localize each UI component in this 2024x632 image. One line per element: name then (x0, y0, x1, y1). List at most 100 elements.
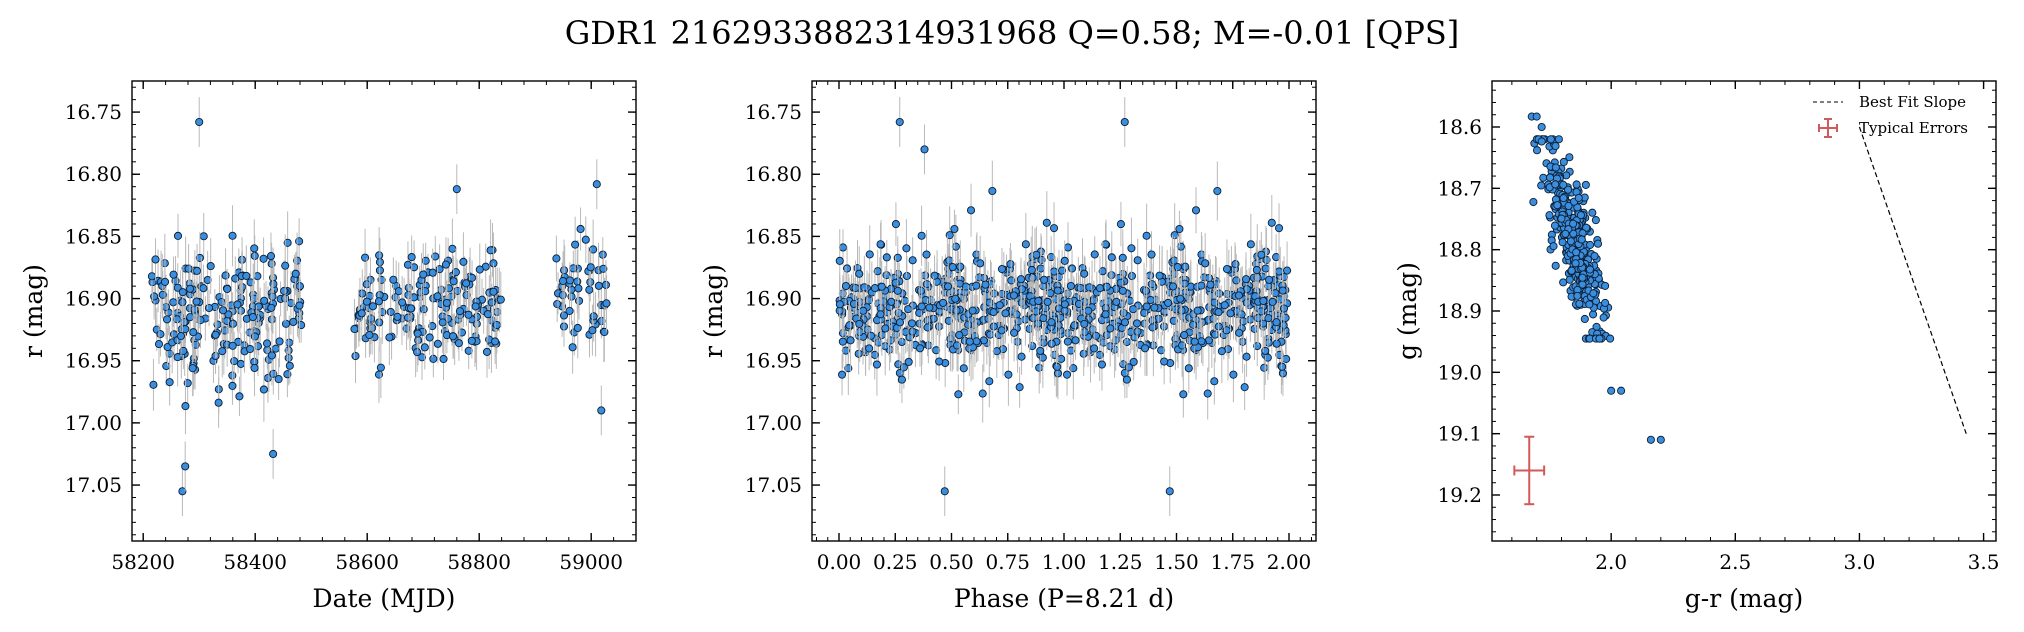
phased-point (1022, 316, 1029, 323)
lightcurve-point (270, 450, 277, 457)
phased-point (1190, 321, 1197, 328)
lightcurve-point (163, 316, 170, 323)
cmd-point (1589, 209, 1596, 216)
lightcurve-ytick-label: 17.00 (65, 411, 122, 435)
phased-point (956, 331, 963, 338)
phased-point (905, 358, 912, 365)
phased-point (1171, 257, 1178, 264)
phased-point (922, 272, 929, 279)
phased-point (894, 287, 901, 294)
phased-point (1268, 219, 1275, 226)
lightcurve-point (251, 364, 258, 371)
lightcurve-point (161, 278, 168, 285)
lightcurve-point (497, 296, 504, 303)
lightcurve-point (577, 225, 584, 232)
phased-point (990, 309, 997, 316)
lightcurve-point (488, 299, 495, 306)
phased-point (1266, 276, 1273, 283)
phased-point (896, 118, 903, 125)
cmd-point (1581, 315, 1588, 322)
lightcurve-point (603, 300, 610, 307)
lightcurve-point (434, 340, 441, 347)
phased-point (1119, 287, 1126, 294)
phased-point (1149, 324, 1156, 331)
cmd-point (1546, 212, 1553, 219)
phased-point (1067, 282, 1074, 289)
phased-point (1262, 265, 1269, 272)
lightcurve-point (177, 332, 184, 339)
phased-point (1107, 325, 1114, 332)
lightcurve-point (296, 302, 303, 309)
phased-point (1061, 257, 1068, 264)
lightcurve-point (421, 344, 428, 351)
lightcurve-point (472, 303, 479, 310)
phased-point (1063, 371, 1070, 378)
lightcurve-point (292, 270, 299, 277)
phased-point (1218, 348, 1225, 355)
phased-point (1192, 207, 1199, 214)
lightcurve-point (157, 331, 164, 338)
phased-point (941, 488, 948, 495)
phased-ylabel: r (mag) (699, 264, 728, 358)
lightcurve-point (260, 255, 267, 262)
phased-point (836, 301, 843, 308)
phased-xtick-label: 0.75 (985, 550, 1030, 574)
cmd-xtick-label: 2.0 (1595, 550, 1627, 574)
lightcurve-point (290, 318, 297, 325)
phased-point (1048, 319, 1055, 326)
phased-point (877, 241, 884, 248)
phased-point (1280, 305, 1287, 312)
cmd-point (1574, 292, 1581, 299)
phased-point (1119, 254, 1126, 261)
phased-point (1043, 219, 1050, 226)
cmd-point (1592, 216, 1599, 223)
phased-point (1185, 365, 1192, 372)
cmd-point (1555, 136, 1562, 143)
lightcurve-point (598, 407, 605, 414)
phased-point (1181, 331, 1188, 338)
phased-point (939, 299, 946, 306)
phased-point (1279, 363, 1286, 370)
phased-point (1054, 363, 1061, 370)
lightcurve-point (449, 245, 456, 252)
phased-point (866, 345, 873, 352)
phased-point (946, 257, 953, 264)
phased-point (1040, 315, 1047, 322)
lightcurve-point (200, 233, 207, 240)
phased-point (931, 272, 938, 279)
lightcurve-point (260, 386, 267, 393)
phased-point (1223, 265, 1230, 272)
lightcurve-point (553, 255, 560, 262)
lightcurve-point (430, 355, 437, 362)
phased-point (1258, 308, 1265, 315)
phased-point (1221, 302, 1228, 309)
lightcurve-point (414, 348, 421, 355)
phased-point (956, 280, 963, 287)
phased-point (1103, 283, 1110, 290)
phased-point (1033, 251, 1040, 258)
lightcurve-point (361, 254, 368, 261)
lightcurve-point (493, 321, 500, 328)
lightcurve-point (155, 340, 162, 347)
cmd-point (1562, 230, 1569, 237)
phased-xtick-label: 0.00 (817, 550, 862, 574)
cmd-point (1560, 181, 1567, 188)
phased-point (1241, 384, 1248, 391)
lightcurve-point (377, 364, 384, 371)
phased-point (1141, 345, 1148, 352)
cmd-ytick-label: 19.2 (1437, 483, 1482, 507)
phased-ytick-label: 16.80 (745, 162, 802, 186)
lightcurve-point (251, 245, 258, 252)
phased-point (1230, 371, 1237, 378)
phased-point (951, 225, 958, 232)
cmd-point (1570, 220, 1577, 227)
phased-point (1040, 339, 1047, 346)
lightcurve-point (275, 375, 282, 382)
phased-point (867, 332, 874, 339)
phased-point (1123, 376, 1130, 383)
phased-point (1174, 263, 1181, 270)
lightcurve-point (375, 298, 382, 305)
lightcurve-point (429, 269, 436, 276)
phased-point (1058, 355, 1065, 362)
phased-point (877, 311, 884, 318)
